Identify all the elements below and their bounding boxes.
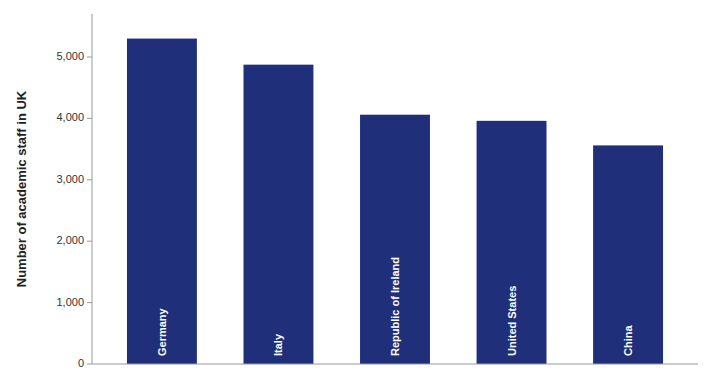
chart-svg: Germany Italy Republic of Ireland United St… (0, 0, 720, 386)
y-axis-label: Number of academic staff in UK (14, 90, 29, 287)
category-label: Republic of Ireland (389, 257, 401, 356)
y-axis: 0 1,000 2,000 3,000 4,000 5,000 (56, 14, 92, 369)
y-tick (87, 56, 92, 57)
y-tick (87, 302, 92, 303)
bar (244, 65, 314, 364)
category-label: Germany (156, 307, 168, 356)
y-tick-label: 4,000 (56, 111, 84, 123)
bar (127, 39, 197, 364)
category-label: Italy (272, 333, 284, 356)
bars (127, 39, 663, 364)
y-tick-label: 3,000 (56, 173, 84, 185)
y-tick (87, 179, 92, 180)
y-tick (87, 241, 92, 242)
y-tick-label: 0 (78, 357, 84, 369)
y-tick-label: 2,000 (56, 234, 84, 246)
bar (477, 121, 547, 364)
bar (593, 145, 663, 364)
y-axis-line (92, 14, 93, 364)
y-tick (87, 364, 92, 365)
chart-container: Germany Italy Republic of Ireland United St… (0, 0, 720, 386)
category-labels: Germany Italy Republic of Ireland United St… (156, 257, 634, 356)
y-tick-label: 1,000 (56, 296, 84, 308)
x-axis-line (92, 364, 698, 365)
y-tick-label: 5,000 (56, 50, 84, 62)
category-label: United States (506, 286, 518, 356)
y-tick (87, 118, 92, 119)
category-label: China (622, 325, 634, 356)
bar (360, 115, 430, 364)
